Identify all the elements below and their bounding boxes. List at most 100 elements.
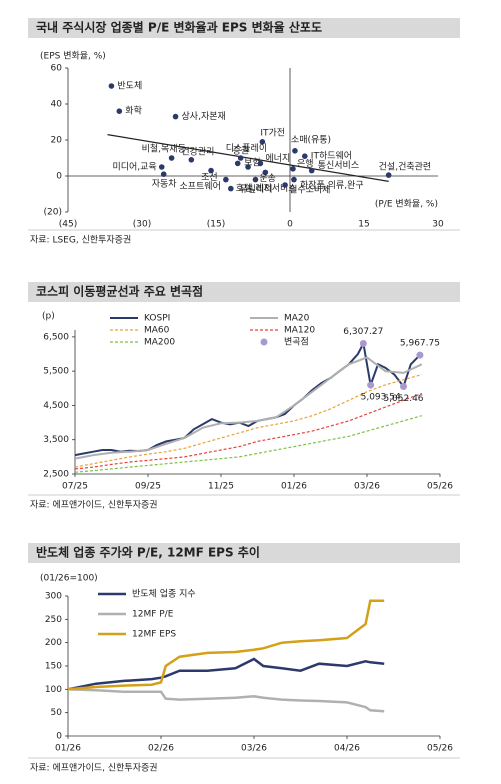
point-label: 소매(유통) [291, 134, 331, 145]
y-tick-label: 20 [51, 136, 63, 146]
chart-title: 국내 주식시장 업종별 P/E 변화율과 EPS 변화율 산포도 [36, 20, 322, 35]
point [208, 167, 214, 174]
point-label: 화학 [125, 106, 142, 117]
value-label: 5,967.75 [400, 339, 440, 349]
x-tick-label: 04/26 [334, 744, 360, 754]
y-tick-label: 0 [56, 732, 62, 742]
series-line [74, 415, 422, 473]
point-label: 에너지 [265, 153, 290, 164]
y-tick-label: 5,500 [43, 367, 69, 377]
point-label: 상사,자본재 [182, 111, 226, 122]
point [160, 171, 167, 177]
y-tick-label: 4,500 [43, 401, 69, 411]
point [302, 153, 308, 159]
y-axis-label: (p) [42, 312, 55, 322]
point [237, 155, 244, 161]
title-bar [28, 543, 460, 563]
x-tick-label: 05/26 [427, 482, 453, 492]
chart-title: 반도체 업종 주가와 P/E, 12MF EPS 추이 [36, 545, 260, 560]
x-tick-label: (30) [133, 220, 151, 230]
y-tick-label: 6,500 [43, 332, 69, 342]
legend-label: MA200 [144, 338, 175, 348]
legend-label: 반도체 업종 지수 [132, 589, 196, 600]
point [223, 176, 229, 183]
x-tick-label: 03/26 [241, 744, 267, 754]
y-tick-label: 50 [51, 708, 63, 718]
point [257, 160, 264, 167]
x-tick-label: 07/25 [62, 482, 88, 492]
x-tick-label: 01/26 [55, 744, 81, 754]
point [252, 176, 259, 183]
point-label: IT하드웨어 [311, 150, 352, 162]
source: 자료: 에프앤가이드, 신한투자증권 [30, 762, 158, 774]
legend-label: MA20 [284, 314, 310, 324]
y-tick-label: 100 [45, 685, 62, 695]
point [308, 167, 315, 174]
value-label: 5,052.46 [383, 394, 423, 404]
point-label: 화장품,의류,완구 [300, 180, 364, 191]
legend-label: 12MF P/E [132, 610, 174, 620]
point [259, 139, 266, 145]
y-tick-label: (20) [44, 208, 62, 218]
x-tick-label: 05/26 [427, 744, 453, 754]
point [292, 148, 298, 154]
y-axis-label: (01/26=100) [40, 574, 98, 584]
source: 자료: LSEG, 신한투자증권 [30, 234, 131, 246]
series-line [74, 356, 423, 460]
y-tick-label: 2,500 [43, 470, 69, 480]
y-tick-label: 300 [45, 592, 62, 602]
point [228, 185, 234, 192]
x-tick-label: 01/26 [281, 482, 307, 492]
legend-label: KOSPI [144, 314, 170, 324]
y-tick-label: 40 [51, 100, 63, 110]
point [172, 113, 179, 120]
point-label: 건강관리 [181, 146, 214, 157]
x-axis-label: (P/E 변화율, %) [375, 199, 438, 210]
point-label: 필수소비재 [289, 184, 330, 196]
point-label: 통신서비스 [318, 160, 359, 171]
legend-label: MA60 [144, 326, 170, 336]
source: 자료: 에프앤가이드, 신한투자증권 [30, 499, 158, 511]
point-label: 은행 [297, 157, 314, 169]
series-line [74, 374, 422, 468]
marker [416, 351, 424, 359]
point [290, 166, 296, 172]
point [158, 164, 165, 170]
point-label: 반도체 [117, 81, 142, 92]
value-label: 6,307.27 [343, 327, 383, 337]
point-label: 소프트웨어 [179, 180, 220, 192]
point [291, 176, 297, 183]
point [385, 172, 392, 178]
marker [400, 382, 407, 390]
series-line [67, 657, 385, 691]
chart-title: 코스피 이동평균선과 주요 변곡점 [36, 284, 203, 299]
x-tick-label: 11/25 [208, 482, 234, 492]
point-label: 운송 [259, 173, 276, 184]
title-bar [28, 282, 460, 302]
y-tick-label: 150 [45, 662, 62, 672]
point [108, 83, 115, 89]
series-line [74, 392, 423, 470]
x-tick-label: 15 [358, 220, 369, 230]
point-label: 유틸리티 [239, 184, 272, 195]
point-label: 조선 [201, 172, 218, 183]
point [168, 155, 175, 161]
x-tick-label: (15) [207, 220, 225, 230]
point [116, 108, 123, 114]
y-tick-label: 3,500 [43, 435, 69, 445]
x-tick-label: 03/26 [354, 482, 380, 492]
legend-label: 12MF EPS [132, 630, 176, 640]
marker [367, 381, 375, 389]
point [188, 157, 195, 163]
point [262, 169, 269, 176]
title-bar [28, 18, 460, 38]
x-tick-label: (45) [59, 220, 77, 230]
legend-label: MA120 [284, 326, 315, 336]
legend-marker [260, 338, 268, 346]
legend-label: 변곡점 [284, 336, 309, 348]
point-label: 호텔,레저서비스 [236, 182, 297, 194]
y-tick-label: 60 [51, 64, 63, 74]
value-label: 5,093.54 [361, 393, 401, 403]
trend-line [107, 134, 389, 182]
